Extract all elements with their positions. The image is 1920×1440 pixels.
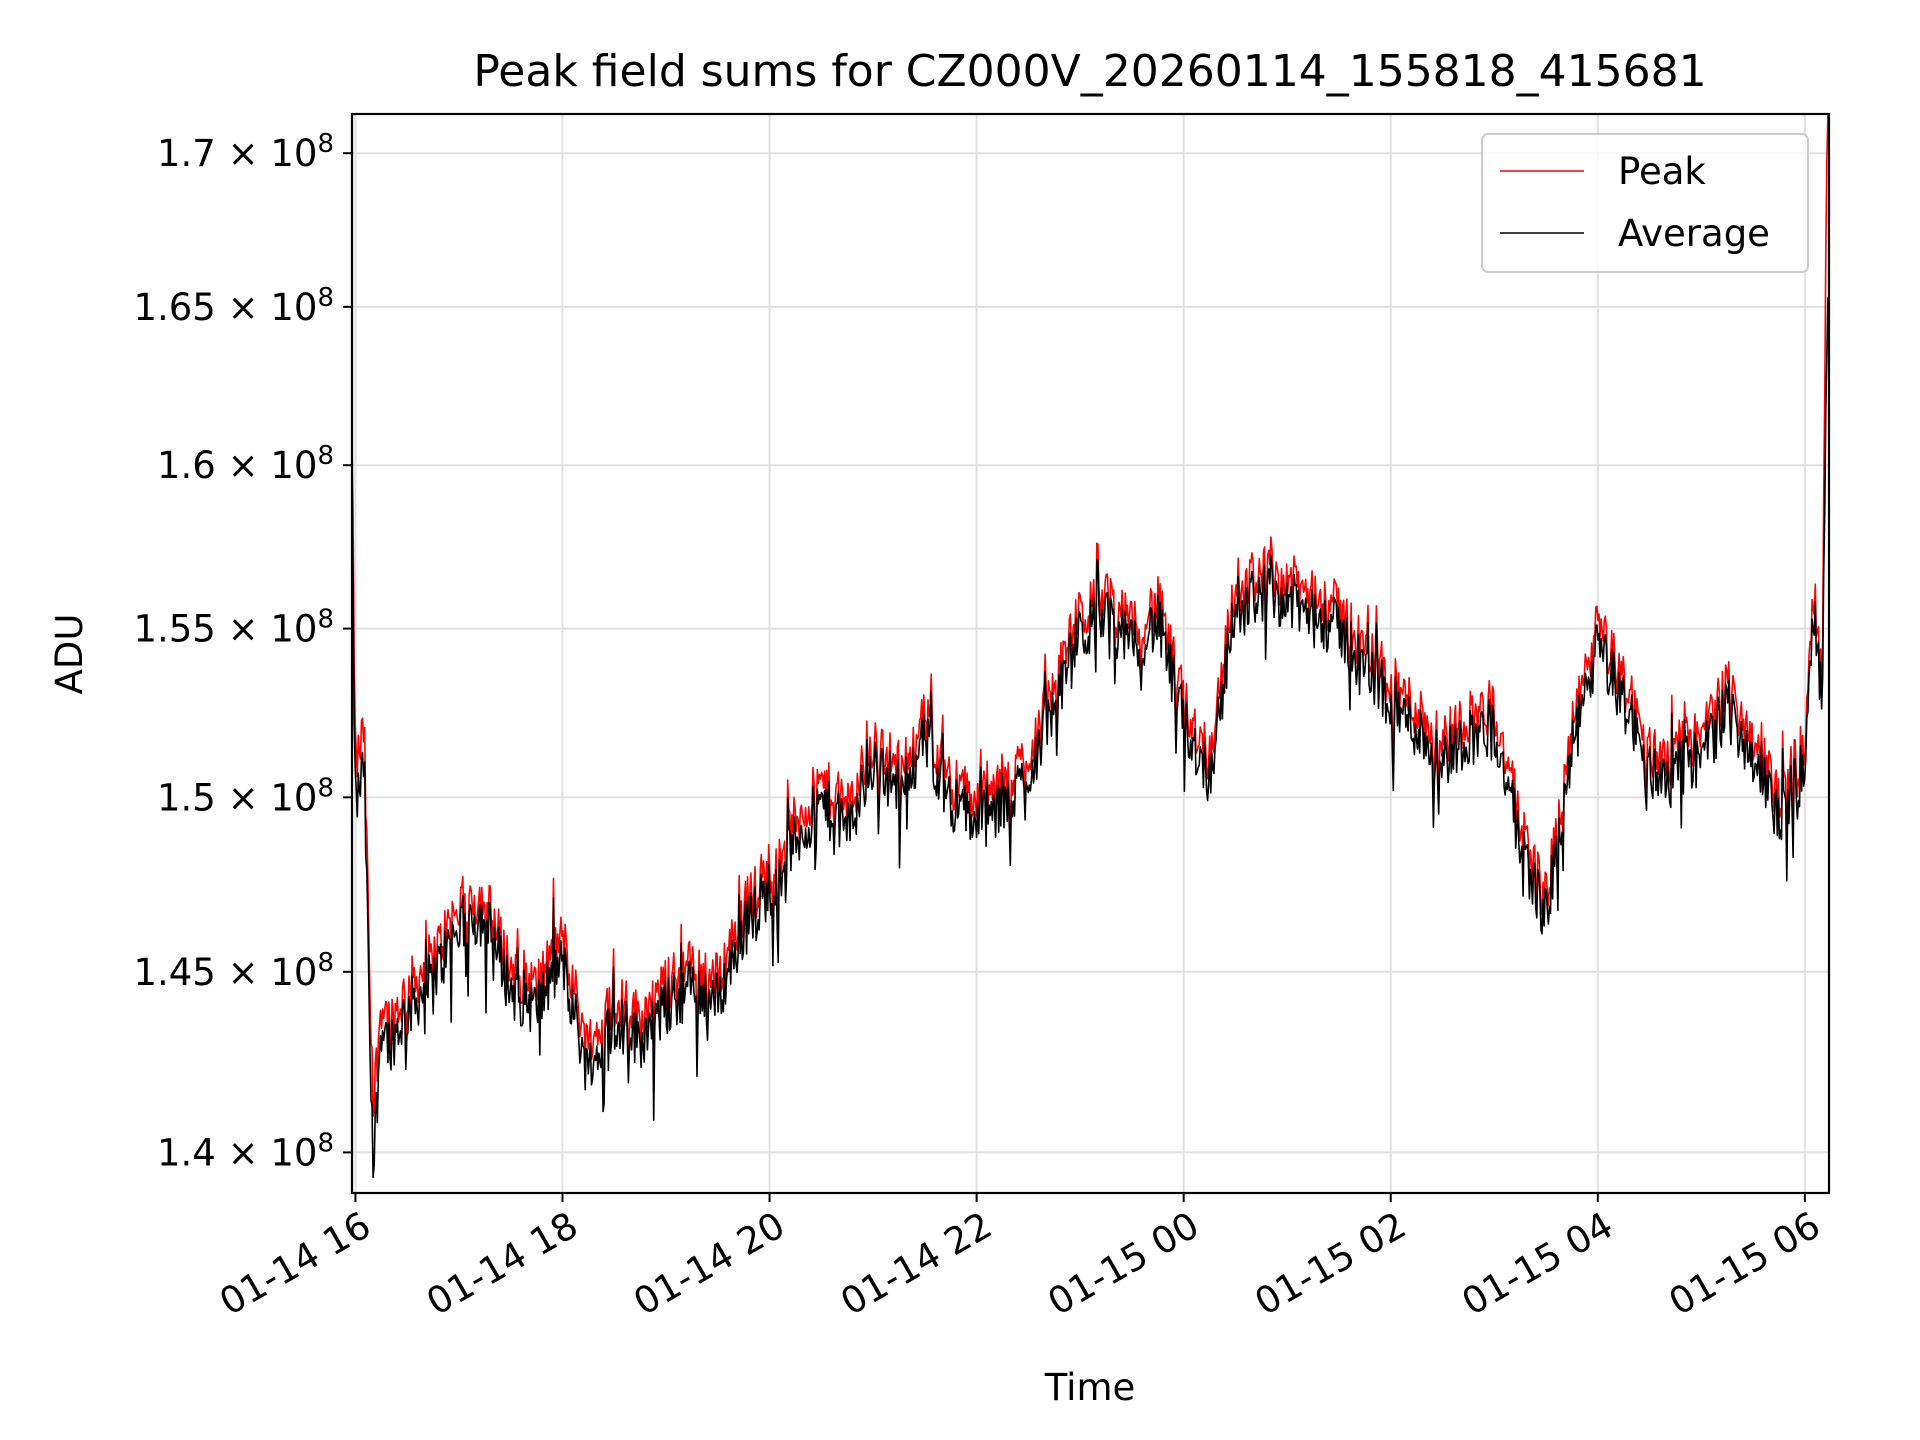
y-tick-label: 1.4 × 108 — [157, 1128, 334, 1174]
x-axis-label: Time — [1044, 1366, 1136, 1409]
y-axis-label: ADU — [48, 614, 91, 695]
average-line — [351, 295, 1830, 1179]
y-tick-label: 1.65 × 108 — [133, 283, 334, 329]
y-tick-label: 1.45 × 108 — [133, 948, 334, 994]
peak-line — [351, 113, 1829, 1118]
y-tick-label: 1.5 × 108 — [157, 773, 334, 819]
y-tick-label: 1.6 × 108 — [157, 441, 334, 487]
y-tick-label: 1.7 × 108 — [157, 129, 334, 175]
legend-label-peak: Peak — [1618, 150, 1706, 193]
legend: Peak Average — [1481, 133, 1809, 273]
chart-title: Peak field sums for CZ000V_20260114_1558… — [473, 46, 1706, 97]
legend-box — [1481, 133, 1809, 273]
plot-frame — [350, 112, 1831, 1195]
series-layer — [351, 113, 1830, 1179]
legend-label-average: Average — [1618, 212, 1770, 255]
y-axis: 1.4 × 108 1.45 × 108 1.5 × 108 1.55 × 108 1.… — [133, 129, 352, 1174]
y-tick-label: 1.55 × 108 — [133, 605, 334, 651]
plot-area — [352, 114, 1829, 1193]
